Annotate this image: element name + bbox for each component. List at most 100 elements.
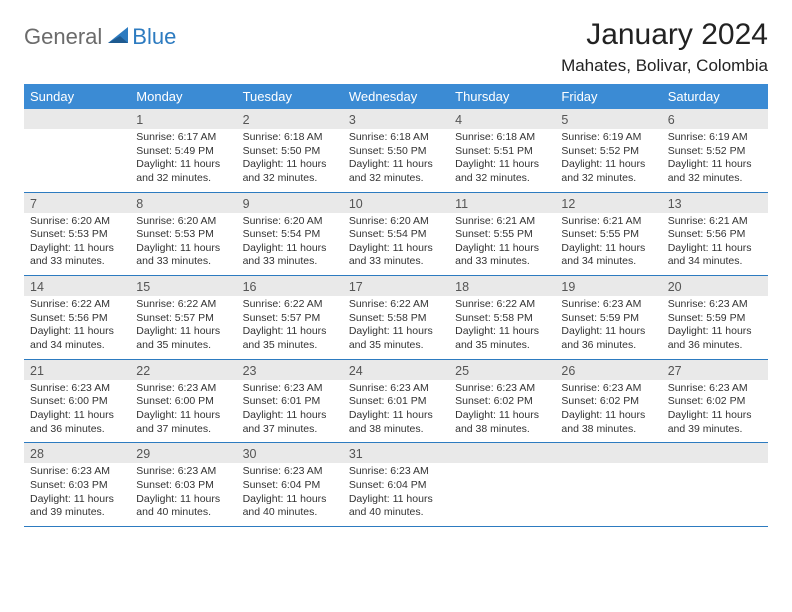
day-number: 31 xyxy=(343,443,449,463)
sunrise-text: Sunrise: 6:18 AM xyxy=(349,131,443,145)
daylight-text: Daylight: 11 hours and 32 minutes. xyxy=(668,158,762,185)
calendar-day-cell xyxy=(555,443,661,527)
sunset-text: Sunset: 6:02 PM xyxy=(668,395,762,409)
sunset-text: Sunset: 5:56 PM xyxy=(668,228,762,242)
calendar-day-cell: 8Sunrise: 6:20 AMSunset: 5:53 PMDaylight… xyxy=(130,192,236,276)
daylight-text: Daylight: 11 hours and 40 minutes. xyxy=(136,493,230,520)
daylight-text: Daylight: 11 hours and 35 minutes. xyxy=(349,325,443,352)
day-number: 27 xyxy=(662,360,768,380)
day-details: Sunrise: 6:19 AMSunset: 5:52 PMDaylight:… xyxy=(555,129,661,192)
sunrise-text: Sunrise: 6:23 AM xyxy=(30,465,124,479)
sunset-text: Sunset: 5:58 PM xyxy=(349,312,443,326)
sunrise-text: Sunrise: 6:23 AM xyxy=(668,298,762,312)
day-details: Sunrise: 6:23 AMSunset: 6:02 PMDaylight:… xyxy=(555,380,661,443)
day-details: Sunrise: 6:21 AMSunset: 5:55 PMDaylight:… xyxy=(449,213,555,276)
daylight-text: Daylight: 11 hours and 39 minutes. xyxy=(30,493,124,520)
sunrise-text: Sunrise: 6:22 AM xyxy=(455,298,549,312)
day-number: 30 xyxy=(237,443,343,463)
daylight-text: Daylight: 11 hours and 34 minutes. xyxy=(30,325,124,352)
day-number: 10 xyxy=(343,193,449,213)
sunrise-text: Sunrise: 6:22 AM xyxy=(136,298,230,312)
calendar-day-cell: 18Sunrise: 6:22 AMSunset: 5:58 PMDayligh… xyxy=(449,276,555,360)
daylight-text: Daylight: 11 hours and 37 minutes. xyxy=(136,409,230,436)
day-number: 21 xyxy=(24,360,130,380)
sunset-text: Sunset: 5:55 PM xyxy=(561,228,655,242)
calendar-week-row: 21Sunrise: 6:23 AMSunset: 6:00 PMDayligh… xyxy=(24,359,768,443)
day-details: Sunrise: 6:23 AMSunset: 5:59 PMDaylight:… xyxy=(662,296,768,359)
daylight-text: Daylight: 11 hours and 36 minutes. xyxy=(668,325,762,352)
calendar-day-cell: 26Sunrise: 6:23 AMSunset: 6:02 PMDayligh… xyxy=(555,359,661,443)
day-number xyxy=(449,443,555,463)
calendar-week-row: 28Sunrise: 6:23 AMSunset: 6:03 PMDayligh… xyxy=(24,443,768,527)
calendar-day-cell: 3Sunrise: 6:18 AMSunset: 5:50 PMDaylight… xyxy=(343,109,449,192)
calendar-page: General Blue January 2024 Mahates, Boliv… xyxy=(0,0,792,545)
sunrise-text: Sunrise: 6:21 AM xyxy=(668,215,762,229)
sunset-text: Sunset: 6:01 PM xyxy=(243,395,337,409)
sunset-text: Sunset: 5:57 PM xyxy=(243,312,337,326)
sunset-text: Sunset: 6:04 PM xyxy=(243,479,337,493)
calendar-day-cell xyxy=(24,109,130,192)
daylight-text: Daylight: 11 hours and 38 minutes. xyxy=(455,409,549,436)
sunrise-text: Sunrise: 6:22 AM xyxy=(243,298,337,312)
calendar-day-cell: 20Sunrise: 6:23 AMSunset: 5:59 PMDayligh… xyxy=(662,276,768,360)
calendar-day-cell: 19Sunrise: 6:23 AMSunset: 5:59 PMDayligh… xyxy=(555,276,661,360)
sunrise-text: Sunrise: 6:18 AM xyxy=(455,131,549,145)
day-details: Sunrise: 6:21 AMSunset: 5:55 PMDaylight:… xyxy=(555,213,661,276)
calendar-day-cell: 13Sunrise: 6:21 AMSunset: 5:56 PMDayligh… xyxy=(662,192,768,276)
daylight-text: Daylight: 11 hours and 32 minutes. xyxy=(349,158,443,185)
day-details: Sunrise: 6:23 AMSunset: 6:03 PMDaylight:… xyxy=(24,463,130,526)
sunrise-text: Sunrise: 6:19 AM xyxy=(561,131,655,145)
sunrise-text: Sunrise: 6:20 AM xyxy=(30,215,124,229)
day-details: Sunrise: 6:22 AMSunset: 5:58 PMDaylight:… xyxy=(449,296,555,359)
sunset-text: Sunset: 6:00 PM xyxy=(30,395,124,409)
day-number: 2 xyxy=(237,109,343,129)
sunrise-text: Sunrise: 6:23 AM xyxy=(561,382,655,396)
sunset-text: Sunset: 5:57 PM xyxy=(136,312,230,326)
day-number: 7 xyxy=(24,193,130,213)
day-number: 13 xyxy=(662,193,768,213)
calendar-day-cell: 24Sunrise: 6:23 AMSunset: 6:01 PMDayligh… xyxy=(343,359,449,443)
day-number: 19 xyxy=(555,276,661,296)
sunrise-text: Sunrise: 6:22 AM xyxy=(349,298,443,312)
sunrise-text: Sunrise: 6:23 AM xyxy=(243,382,337,396)
sunrise-text: Sunrise: 6:20 AM xyxy=(349,215,443,229)
sunset-text: Sunset: 5:51 PM xyxy=(455,145,549,159)
calendar-day-cell: 2Sunrise: 6:18 AMSunset: 5:50 PMDaylight… xyxy=(237,109,343,192)
sunset-text: Sunset: 6:03 PM xyxy=(136,479,230,493)
day-details: Sunrise: 6:21 AMSunset: 5:56 PMDaylight:… xyxy=(662,213,768,276)
day-details: Sunrise: 6:23 AMSunset: 6:02 PMDaylight:… xyxy=(449,380,555,443)
day-number: 3 xyxy=(343,109,449,129)
calendar-day-cell: 28Sunrise: 6:23 AMSunset: 6:03 PMDayligh… xyxy=(24,443,130,527)
sunset-text: Sunset: 5:59 PM xyxy=(668,312,762,326)
sunset-text: Sunset: 5:53 PM xyxy=(136,228,230,242)
daylight-text: Daylight: 11 hours and 39 minutes. xyxy=(668,409,762,436)
sunrise-text: Sunrise: 6:23 AM xyxy=(136,382,230,396)
day-details: Sunrise: 6:22 AMSunset: 5:57 PMDaylight:… xyxy=(237,296,343,359)
sunrise-text: Sunrise: 6:23 AM xyxy=(349,465,443,479)
day-number: 4 xyxy=(449,109,555,129)
sunset-text: Sunset: 6:01 PM xyxy=(349,395,443,409)
day-number: 15 xyxy=(130,276,236,296)
day-details: Sunrise: 6:20 AMSunset: 5:54 PMDaylight:… xyxy=(343,213,449,276)
sunrise-text: Sunrise: 6:23 AM xyxy=(455,382,549,396)
day-details xyxy=(449,463,555,525)
calendar-day-cell: 16Sunrise: 6:22 AMSunset: 5:57 PMDayligh… xyxy=(237,276,343,360)
daylight-text: Daylight: 11 hours and 36 minutes. xyxy=(561,325,655,352)
sunrise-text: Sunrise: 6:21 AM xyxy=(455,215,549,229)
sunrise-text: Sunrise: 6:23 AM xyxy=(30,382,124,396)
calendar-day-cell: 23Sunrise: 6:23 AMSunset: 6:01 PMDayligh… xyxy=(237,359,343,443)
sunrise-text: Sunrise: 6:23 AM xyxy=(349,382,443,396)
logo-text-blue: Blue xyxy=(132,24,176,50)
sunset-text: Sunset: 5:55 PM xyxy=(455,228,549,242)
weekday-header: Sunday xyxy=(24,84,130,109)
day-number: 5 xyxy=(555,109,661,129)
calendar-week-row: 7Sunrise: 6:20 AMSunset: 5:53 PMDaylight… xyxy=(24,192,768,276)
calendar-header-row: Sunday Monday Tuesday Wednesday Thursday… xyxy=(24,84,768,109)
day-number: 26 xyxy=(555,360,661,380)
sunrise-text: Sunrise: 6:20 AM xyxy=(243,215,337,229)
logo-sail-icon xyxy=(106,25,130,50)
calendar-day-cell: 7Sunrise: 6:20 AMSunset: 5:53 PMDaylight… xyxy=(24,192,130,276)
sunrise-text: Sunrise: 6:20 AM xyxy=(136,215,230,229)
sunrise-text: Sunrise: 6:23 AM xyxy=(136,465,230,479)
day-number: 16 xyxy=(237,276,343,296)
